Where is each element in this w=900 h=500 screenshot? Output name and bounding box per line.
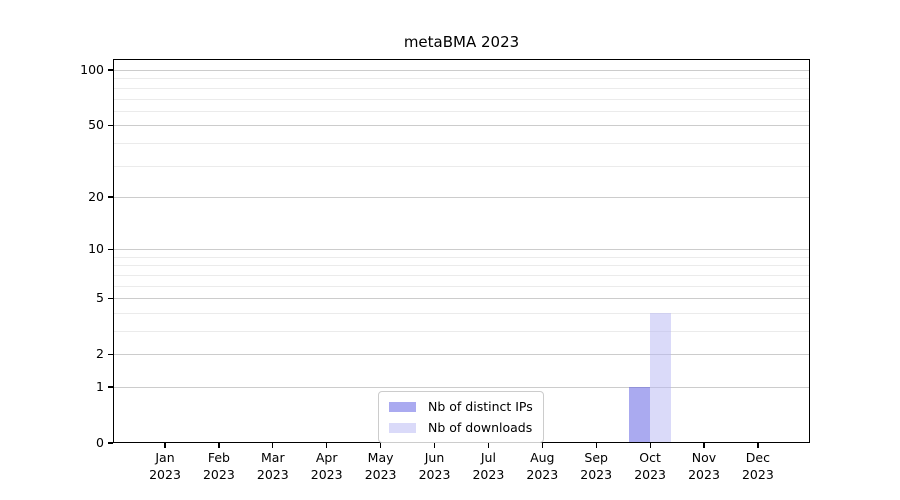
y-tick-label: 20: [88, 188, 104, 204]
y-tick-label: 50: [88, 117, 104, 133]
x-tick-label-line: 2023: [634, 467, 666, 482]
y-minor-gridline: [113, 142, 810, 144]
y-tick-label: 5: [96, 290, 104, 306]
y-axis-tick: [108, 248, 113, 250]
y-tick-label: 0: [96, 435, 104, 450]
y-axis-tick: [108, 386, 113, 388]
x-axis-tick: [326, 443, 328, 448]
x-tick-label-line: Jul: [480, 450, 496, 465]
y-tick-label: 100: [80, 62, 104, 77]
x-tick-label: Nov 2023: [672, 449, 736, 483]
x-tick-label-line: Aug: [530, 450, 555, 465]
x-tick-label-line: 2023: [149, 467, 181, 482]
legend-label-distinct-ips: Nb of distinct IPs: [428, 399, 533, 414]
y-tick-label: 1: [96, 379, 104, 394]
x-tick-label-line: Feb: [207, 450, 230, 465]
x-axis-tick: [649, 443, 651, 448]
y-tick-label: 2: [96, 346, 104, 362]
x-tick-label-line: 2023: [580, 467, 613, 482]
y-major-gridline: [113, 196, 810, 198]
y-axis-tick: [108, 124, 113, 126]
y-major-gridline: [113, 298, 810, 300]
x-tick-label-line: 2023: [310, 467, 343, 482]
x-tick-label-line: Dec: [745, 450, 770, 465]
x-axis-tick: [703, 443, 705, 448]
legend-label-downloads: Nb of downloads: [428, 420, 533, 435]
y-axis-tick: [108, 353, 113, 355]
legend-item-downloads: Nb of downloads: [389, 418, 533, 437]
x-tick-label-line: 2023: [256, 467, 289, 482]
chart-title: metaBMA 2023: [403, 33, 520, 51]
y-major-gridline: [113, 354, 810, 356]
legend-swatch-distinct-ips: [389, 401, 416, 412]
y-major-gridline: [113, 387, 810, 388]
y-minor-gridline: [113, 256, 810, 258]
y-major-gridline: [113, 249, 810, 251]
x-tick-label: May 2023: [349, 449, 413, 483]
x-tick-label: Jan 2023: [133, 449, 197, 483]
y-minor-gridline: [113, 87, 810, 89]
legend-swatch-downloads: [389, 422, 416, 433]
y-minor-gridline: [113, 285, 810, 287]
y-minor-gridline: [113, 78, 810, 80]
y-minor-gridline: [113, 312, 810, 314]
x-tick-label-line: Apr: [315, 450, 338, 465]
y-major-gridline: [113, 70, 810, 71]
y-minor-gridline: [113, 98, 810, 100]
x-tick-label: Aug 2023: [510, 449, 574, 483]
x-axis-tick: [272, 443, 274, 448]
y-minor-gridline: [113, 165, 810, 167]
x-axis-tick: [541, 443, 543, 448]
x-axis-tick: [380, 443, 382, 448]
x-tick-label-line: Nov: [691, 450, 717, 465]
x-axis-tick: [164, 443, 166, 448]
x-tick-label: Dec 2023: [726, 449, 790, 483]
bar-downloads: [650, 312, 672, 443]
x-axis-tick: [595, 443, 597, 448]
y-minor-gridline: [113, 274, 810, 276]
x-tick-label-line: 2023: [364, 467, 397, 482]
y-tick-label: 10: [88, 241, 104, 257]
x-tick-label-line: Jan: [155, 450, 175, 465]
x-tick-label-line: 2023: [688, 467, 720, 482]
x-tick-label-line: 2023: [202, 467, 235, 482]
x-tick-label: Feb 2023: [187, 449, 251, 483]
x-tick-label: Jul 2023: [456, 449, 520, 483]
x-tick-label: Mar 2023: [241, 449, 305, 483]
x-tick-label-line: 2023: [526, 467, 559, 482]
y-axis-tick: [108, 442, 113, 444]
x-tick-label: Oct 2023: [618, 449, 682, 483]
x-tick-label-line: Mar: [261, 450, 285, 465]
y-major-gridline: [113, 125, 810, 127]
y-minor-gridline: [113, 265, 810, 267]
y-axis-tick: [108, 69, 113, 71]
bar-distinct-ips: [629, 387, 651, 443]
y-axis-tick: [108, 196, 113, 198]
x-axis-tick: [218, 443, 220, 448]
x-tick-label-line: Sep: [584, 450, 608, 465]
y-minor-gridline: [113, 331, 810, 332]
x-tick-label-line: May: [367, 450, 394, 465]
x-axis-tick: [487, 443, 490, 448]
x-tick-label: Jun 2023: [403, 449, 467, 483]
legend-box: Nb of distinct IPs Nb of downloads: [378, 391, 544, 443]
plot-area-border: [113, 59, 810, 443]
x-tick-label-line: Jun: [424, 450, 445, 465]
x-tick-label-line: Oct: [639, 450, 661, 465]
x-axis-tick: [433, 443, 436, 448]
x-tick-label-line: 2023: [472, 467, 505, 482]
x-tick-label-line: 2023: [741, 467, 774, 482]
x-tick-label: Sep 2023: [564, 449, 628, 483]
x-tick-label: Apr 2023: [295, 449, 359, 483]
x-axis-tick: [757, 443, 759, 448]
x-tick-label-line: 2023: [418, 467, 451, 482]
y-axis-tick: [108, 297, 113, 299]
y-minor-gridline: [113, 110, 810, 112]
legend-item-distinct-ips: Nb of distinct IPs: [389, 397, 533, 416]
